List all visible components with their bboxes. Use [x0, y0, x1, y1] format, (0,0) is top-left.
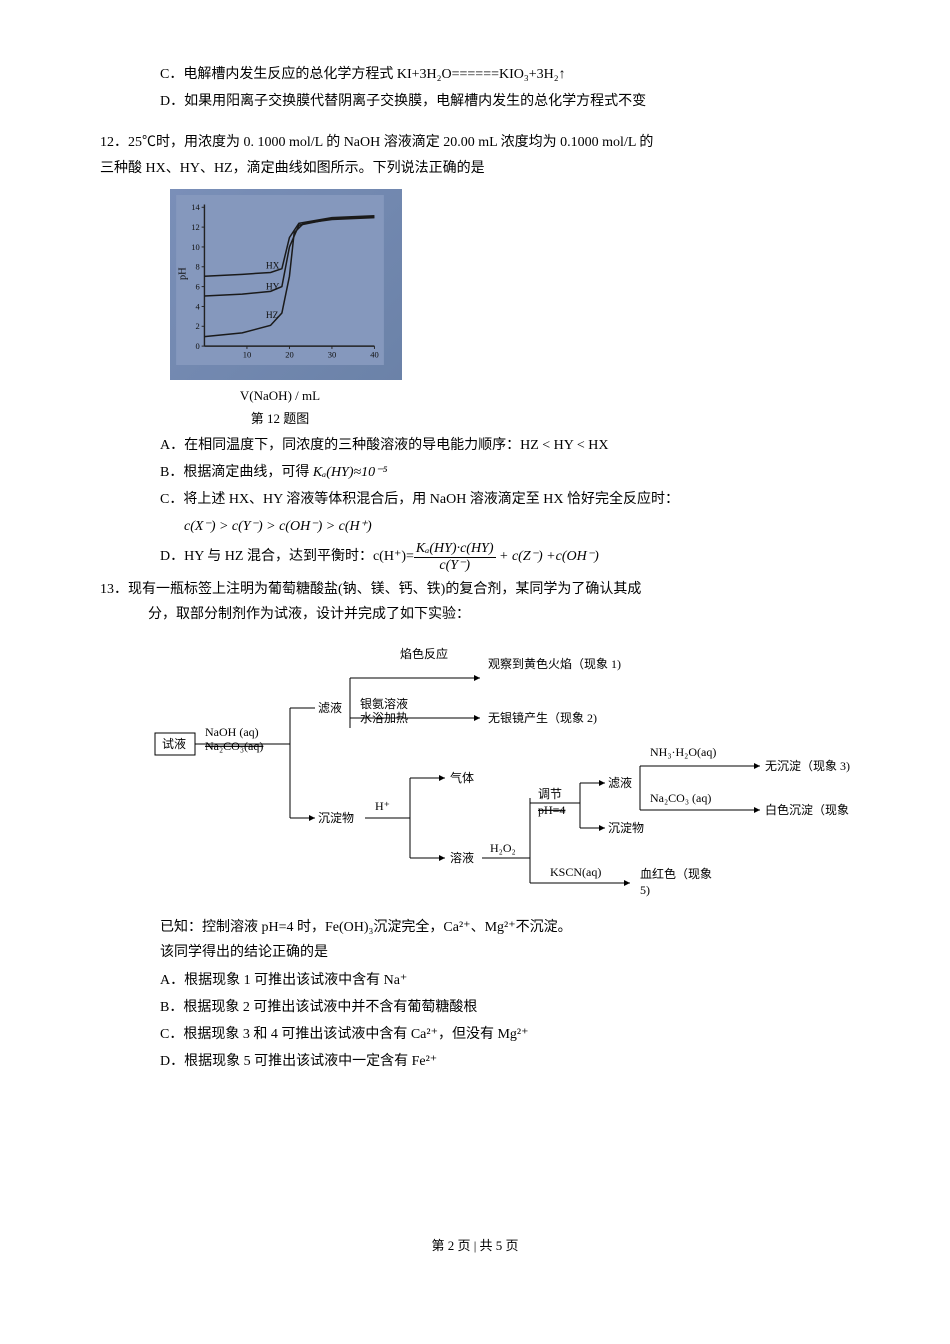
q11-option-c: C．电解槽内发生反应的总化学方程式 KI+3H₂O======KIO₃+3H₂↑: [100, 62, 850, 87]
q13-stem-line2: 分，取部分制剂作为试液，设计并完成了如下实验：: [100, 602, 850, 627]
svg-text:H⁺: H⁺: [375, 799, 390, 813]
svg-text:沉淀物: 沉淀物: [318, 811, 354, 825]
svg-text:滤液: 滤液: [608, 775, 632, 790]
q13-option-b: B．根据现象 2 可推出该试液中并不含有葡萄糖酸根: [100, 995, 850, 1020]
q12-stem-line2: 三种酸 HX、HY、HZ，滴定曲线如图所示。下列说法正确的是: [100, 156, 850, 181]
svg-text:40: 40: [370, 349, 379, 359]
q13-known: 已知：控制溶液 pH=4 时，Fe(OH)₃沉淀完全，Ca²⁺、Mg²⁺不沉淀。: [100, 915, 850, 940]
q12-chart-xlabel: V(NaOH) / mL: [240, 388, 320, 403]
svg-text:0: 0: [195, 341, 199, 351]
q11-option-d: D．如果用阳离子交换膜代替阴离子交换膜，电解槽内发生的总化学方程式不变: [100, 89, 850, 114]
q12-chart-caption: 第 12 题图: [170, 407, 390, 430]
svg-text:无沉淀（现象 3): 无沉淀（现象 3): [765, 759, 850, 773]
svg-text:观察到黄色火焰（现象 1): 观察到黄色火焰（现象 1): [488, 656, 621, 671]
svg-text:8: 8: [195, 261, 199, 271]
svg-text:KSCN(aq): KSCN(aq): [550, 865, 601, 879]
svg-text:pH: pH: [178, 267, 189, 280]
svg-text:12: 12: [191, 222, 200, 232]
q13-option-c: C．根据现象 3 和 4 可推出该试液中含有 Ca²⁺，但没有 Mg²⁺: [100, 1022, 850, 1047]
svg-text:焰色反应: 焰色反应: [400, 646, 448, 661]
svg-text:6: 6: [195, 281, 199, 291]
svg-text:调节: 调节: [538, 787, 562, 801]
svg-text:NaOH (aq): NaOH (aq): [205, 725, 259, 739]
svg-text:水浴加热: 水浴加热: [360, 711, 408, 725]
q12-titration-chart: 024 6810 1214 1020 3040 pH HX HY: [170, 189, 402, 380]
svg-text:HZ: HZ: [266, 311, 279, 321]
svg-text:10: 10: [191, 242, 200, 252]
q13-conclude: 该同学得出的结论正确的是: [100, 940, 850, 965]
q13-option-d: D．根据现象 5 可推出该试液中一定含有 Fe²⁺: [100, 1049, 850, 1074]
page-footer: 第 2 页 | 共 5 页: [100, 1234, 850, 1257]
svg-text:HY: HY: [266, 282, 280, 292]
q13-option-a: A．根据现象 1 可推出该试液中含有 Na⁺: [100, 968, 850, 993]
q12-stem-line1: 12．25℃时，用浓度为 0. 1000 mol/L 的 NaOH 溶液滴定 2…: [100, 130, 850, 155]
svg-text:14: 14: [191, 202, 200, 212]
svg-text:无银镜产生（现象 2): 无银镜产生（现象 2): [488, 710, 597, 725]
svg-text:气体: 气体: [450, 770, 474, 785]
svg-text:血红色（现象: 血红色（现象: [640, 866, 712, 881]
svg-text:Na₂CO₃ (aq): Na₂CO₃ (aq): [650, 791, 711, 805]
svg-text:NH₃·H₂O(aq): NH₃·H₂O(aq): [650, 745, 716, 759]
svg-text:溶液: 溶液: [450, 850, 474, 865]
q12-option-b: B．根据滴定曲线，可得 Kₐ(HY)≈10⁻⁵: [100, 460, 850, 485]
svg-text:白色沉淀（现象 4): 白色沉淀（现象 4): [765, 802, 850, 817]
svg-text:HX: HX: [266, 261, 280, 271]
svg-text:10: 10: [243, 349, 252, 359]
svg-text:Na₂CO₃(aq): Na₂CO₃(aq): [205, 739, 263, 753]
svg-text:pH=4: pH=4: [538, 803, 565, 817]
svg-text:滤液: 滤液: [318, 700, 342, 715]
svg-text:20: 20: [285, 349, 294, 359]
svg-text:沉淀物: 沉淀物: [608, 821, 644, 835]
q12-option-c-line1: C．将上述 HX、HY 溶液等体积混合后，用 NaOH 溶液滴定至 HX 恰好完…: [100, 487, 850, 512]
svg-text:2: 2: [195, 321, 199, 331]
svg-text:30: 30: [328, 349, 337, 359]
q12-option-c-line2: c(X⁻) > c(Y⁻) > c(OH⁻) > c(H⁺): [100, 514, 850, 539]
q12-option-a: A．在相同温度下，同浓度的三种酸溶液的导电能力顺序：HZ < HY < HX: [100, 433, 850, 458]
svg-text:银氨溶液: 银氨溶液: [360, 696, 408, 711]
svg-text:5): 5): [640, 883, 650, 897]
q13-stem-line1: 13．现有一瓶标签上注明为葡萄糖酸盐(钠、镁、钙、铁)的复合剂，某同学为了确认其…: [100, 577, 850, 602]
q13-flowchart: 试液 NaOH (aq) Na₂CO₃(aq) 滤液 焰色反应 观察到黄色火焰（…: [150, 638, 810, 906]
svg-text:试液: 试液: [162, 736, 186, 751]
svg-text:H₂O₂: H₂O₂: [490, 841, 516, 855]
q12-option-d: D．HY 与 HZ 混合，达到平衡时：c(H⁺)=Kₐ(HY)·c(HY)c(Y…: [100, 541, 850, 573]
